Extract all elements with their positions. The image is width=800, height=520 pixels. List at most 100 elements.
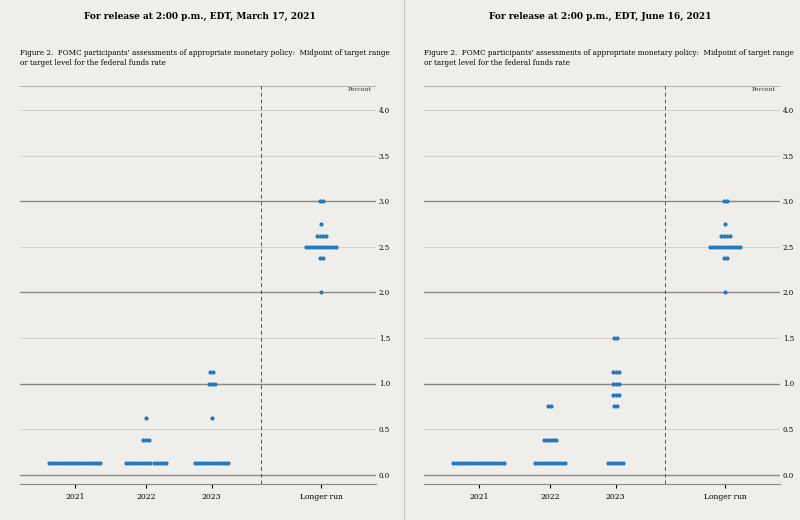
- Point: [88, 459, 101, 467]
- Point: [550, 459, 562, 467]
- Point: [545, 402, 558, 410]
- Point: [202, 379, 215, 387]
- Point: [330, 243, 342, 251]
- Text: For release at 2:00 p.m., EDT, March 17, 2021: For release at 2:00 p.m., EDT, March 17,…: [84, 12, 316, 21]
- Point: [120, 459, 133, 467]
- Point: [719, 243, 732, 251]
- Point: [46, 459, 58, 467]
- Point: [204, 459, 217, 467]
- Point: [314, 197, 326, 205]
- Point: [129, 459, 142, 467]
- Point: [704, 243, 717, 251]
- Point: [531, 459, 544, 467]
- Point: [612, 368, 625, 376]
- Point: [314, 231, 326, 240]
- Point: [61, 459, 74, 467]
- Point: [718, 231, 730, 240]
- Point: [327, 243, 340, 251]
- Point: [462, 459, 474, 467]
- Point: [70, 459, 82, 467]
- Point: [76, 459, 89, 467]
- Point: [498, 459, 510, 467]
- Point: [139, 413, 152, 422]
- Point: [309, 243, 322, 251]
- Point: [456, 459, 469, 467]
- Point: [73, 459, 86, 467]
- Point: [538, 459, 550, 467]
- Point: [716, 243, 729, 251]
- Point: [719, 220, 732, 228]
- Point: [213, 459, 226, 467]
- Point: [132, 459, 145, 467]
- Point: [610, 459, 623, 467]
- Point: [310, 231, 323, 240]
- Point: [606, 391, 619, 399]
- Point: [194, 459, 207, 467]
- Point: [206, 413, 218, 422]
- Point: [58, 459, 70, 467]
- Point: [541, 436, 554, 445]
- Point: [141, 459, 154, 467]
- Point: [550, 436, 562, 445]
- Point: [314, 254, 326, 263]
- Point: [723, 231, 736, 240]
- Point: [543, 436, 556, 445]
- Point: [612, 379, 625, 387]
- Point: [541, 459, 554, 467]
- Point: [608, 402, 621, 410]
- Point: [450, 459, 462, 467]
- Point: [156, 459, 169, 467]
- Point: [719, 288, 732, 296]
- Point: [94, 459, 106, 467]
- Point: [206, 379, 218, 387]
- Text: Figure 2.  FOMC participants' assessments of appropriate monetary policy:  Midpo: Figure 2. FOMC participants' assessments…: [20, 49, 390, 67]
- Point: [198, 459, 210, 467]
- Point: [468, 459, 481, 467]
- Point: [208, 379, 221, 387]
- Point: [67, 459, 80, 467]
- Point: [459, 459, 472, 467]
- Point: [725, 243, 738, 251]
- Point: [316, 231, 329, 240]
- Point: [610, 379, 622, 387]
- Point: [720, 197, 733, 205]
- Point: [718, 197, 730, 205]
- Point: [82, 459, 94, 467]
- Point: [534, 459, 547, 467]
- Point: [206, 459, 219, 467]
- Point: [728, 243, 741, 251]
- Point: [608, 334, 621, 342]
- Point: [42, 459, 55, 467]
- Point: [553, 459, 566, 467]
- Point: [471, 459, 484, 467]
- Point: [538, 436, 550, 445]
- Point: [465, 459, 478, 467]
- Text: Percent: Percent: [348, 87, 372, 92]
- Point: [210, 459, 222, 467]
- Point: [610, 334, 623, 342]
- Point: [608, 459, 621, 467]
- Point: [556, 459, 569, 467]
- Point: [137, 436, 150, 445]
- Point: [731, 243, 744, 251]
- Point: [192, 459, 205, 467]
- Point: [206, 368, 219, 376]
- Point: [446, 459, 459, 467]
- Point: [602, 459, 614, 467]
- Point: [610, 391, 622, 399]
- Point: [300, 243, 313, 251]
- Point: [153, 459, 166, 467]
- Point: [315, 220, 328, 228]
- Point: [606, 379, 619, 387]
- Point: [720, 254, 733, 263]
- Point: [722, 243, 734, 251]
- Point: [318, 243, 330, 251]
- Point: [734, 243, 746, 251]
- Point: [558, 459, 571, 467]
- Point: [710, 243, 722, 251]
- Point: [189, 459, 202, 467]
- Point: [546, 459, 559, 467]
- Point: [138, 459, 151, 467]
- Point: [718, 254, 730, 263]
- Point: [91, 459, 104, 467]
